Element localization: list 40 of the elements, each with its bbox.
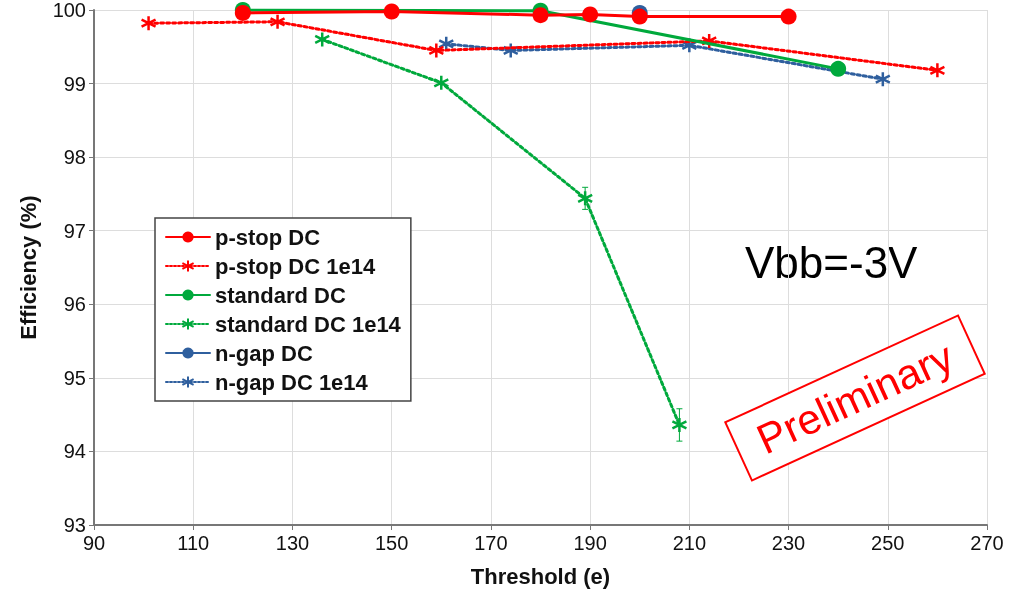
x-tick-label: 190 — [573, 532, 607, 554]
x-tick-label: 110 — [177, 532, 210, 554]
y-tick-label: 96 — [63, 293, 86, 316]
point — [830, 60, 847, 77]
point — [671, 416, 688, 434]
point — [780, 8, 797, 25]
legend-label: n-gap DC 1e14 — [215, 369, 369, 395]
y-tick-label: 100 — [52, 0, 86, 21]
x-tick-label: 250 — [871, 532, 905, 554]
x-tick-label: 130 — [275, 532, 310, 554]
y-tick-label: 99 — [63, 72, 86, 95]
point — [433, 74, 450, 92]
point — [929, 62, 946, 79]
y-tick-label: 97 — [63, 219, 86, 242]
y-axis-title: Efficiency (%) — [15, 195, 41, 340]
x-axis-title: Threshold (e) — [470, 563, 611, 589]
x-tick-label: 270 — [970, 532, 1004, 554]
x-tick-label: 230 — [771, 532, 806, 554]
point — [631, 8, 648, 25]
point — [313, 31, 331, 48]
point — [428, 42, 445, 59]
point — [874, 70, 892, 88]
legend-label: standard DC — [215, 282, 346, 308]
x-tick-label: 210 — [672, 532, 707, 554]
point — [582, 6, 599, 23]
legend-label: standard DC 1e14 — [215, 311, 402, 337]
y-tick-label: 94 — [63, 440, 86, 463]
y-tick-label: 95 — [63, 366, 86, 389]
point — [383, 3, 400, 20]
y-tick-label: 98 — [63, 146, 86, 169]
point — [532, 7, 549, 24]
legend-label: p-stop DC 1e14 — [215, 253, 376, 279]
x-tick-label: 150 — [374, 532, 409, 554]
x-tick-label: 170 — [474, 532, 508, 554]
point — [576, 190, 594, 207]
legend-label: n-gap DC — [215, 340, 313, 366]
legend-label: p-stop DC — [215, 224, 321, 250]
point — [269, 13, 286, 31]
point — [140, 14, 157, 32]
annotation: Vbb=-3V — [745, 237, 919, 287]
